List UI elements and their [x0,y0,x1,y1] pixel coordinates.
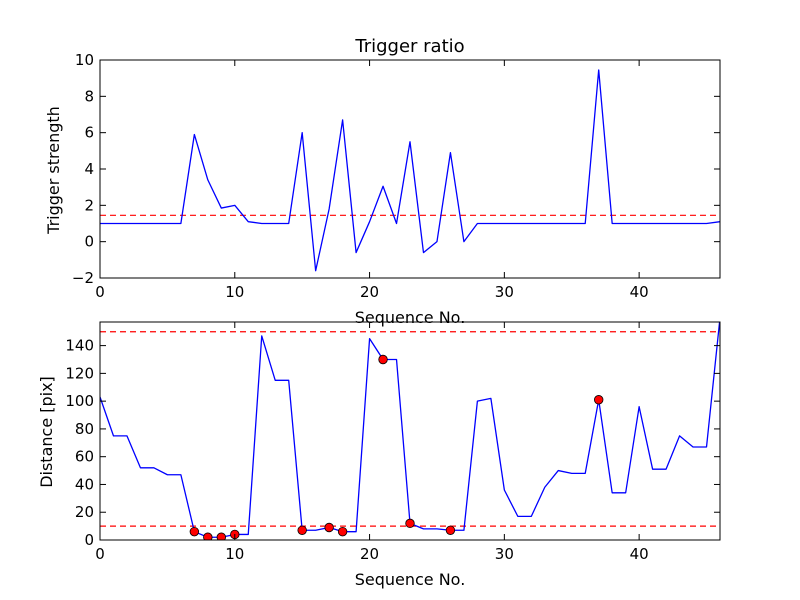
plot-area [100,69,720,272]
y-tick-label: 6 [84,124,94,142]
x-tick-label: 40 [630,283,649,301]
data-point-marker [297,525,307,535]
y-tick-label: 4 [84,160,94,178]
y-tick-label: 8 [84,87,94,105]
x-tick-label: 10 [225,545,244,563]
x-tick-label: 30 [495,283,514,301]
distance-panel: Sequence No. Distance [pix] 0 10 20 30 40 0 20… [37,321,721,589]
y-tick-label: 10 [75,51,94,69]
y-tick-label: 2 [84,196,94,214]
axes-frame [99,59,721,279]
x-tick-label: 20 [360,283,379,301]
data-point-marker [337,526,348,537]
data-point-marker [445,525,456,535]
data-point-marker [593,395,604,405]
y-tick-label: 100 [65,392,94,410]
data-point-marker [405,518,415,529]
x-tick-label: 30 [495,545,514,563]
x-tick-label: 0 [95,283,105,301]
data-point-marker [189,526,200,537]
y-tick-label: 60 [75,448,94,466]
chart-title: Trigger ratio [354,36,464,57]
data-point-marker [216,532,227,540]
axes-frame [99,321,721,541]
y-axis-label: Trigger strength [44,106,63,235]
y-tick-label: 140 [65,337,94,355]
x-tick-label: 10 [225,283,244,301]
y-tick-label: 20 [75,503,94,521]
trigger-ratio-panel: Trigger ratio Sequence No. Trigger stren… [44,36,721,327]
y-tick-label: 0 [84,531,94,549]
x-axis-label: Sequence No. [355,308,466,327]
x-tick-label: 0 [95,545,105,563]
plot-area [100,322,720,540]
y-tick-label: 40 [75,475,94,493]
data-series-line [100,69,720,272]
y-tick-label: −2 [72,269,94,287]
y-tick-label: 80 [75,420,94,438]
x-axis-label: Sequence No. [355,570,466,589]
x-tick-label: 40 [630,545,649,563]
y-tick-label: 120 [65,364,94,382]
data-point-marker [324,522,334,533]
data-point-marker [203,532,213,540]
y-axis-label: Distance [pix] [37,376,56,488]
y-tick-label: 0 [84,233,94,251]
data-series-line [100,322,720,538]
data-point-marker [378,354,388,365]
x-tick-label: 20 [360,545,379,563]
